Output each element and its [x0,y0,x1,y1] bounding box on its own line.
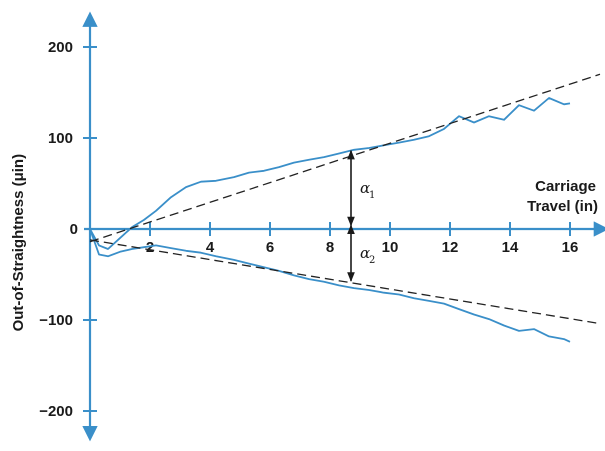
alpha-subscript-2: 2 [369,255,375,266]
x-tick-label: 10 [382,239,399,256]
x-tick-label: 12 [442,239,459,256]
x-tick-label: 6 [266,239,274,256]
x-tick-label: 4 [206,239,215,256]
y-tick-label: 200 [48,39,73,56]
reference-line-2 [89,73,601,243]
x-tick-label: 16 [562,239,579,256]
y-tick-label: −200 [39,403,73,420]
measured-line-0 [89,97,571,250]
alpha-subscript-1: 1 [369,190,375,201]
alpha-label-2: α [360,244,370,262]
y-tick-label: 100 [48,130,73,147]
alpha-label-1: α [360,179,370,197]
measured-line-1 [89,228,571,343]
y-tick-label: −100 [39,312,73,329]
x-tick-label: 8 [326,239,334,256]
x-axis-title-line2: Travel (in) [527,198,598,215]
x-axis-title-line1: Carriage [535,178,596,195]
x-tick-label: 2 [146,239,154,256]
x-tick-label: 14 [502,239,519,256]
reference-line-3 [89,239,601,325]
y-tick-label: 0 [70,221,78,238]
data-series [89,73,601,343]
y-axis-title: Out-of-Straightness (μin) [10,154,27,332]
axes [82,11,605,442]
